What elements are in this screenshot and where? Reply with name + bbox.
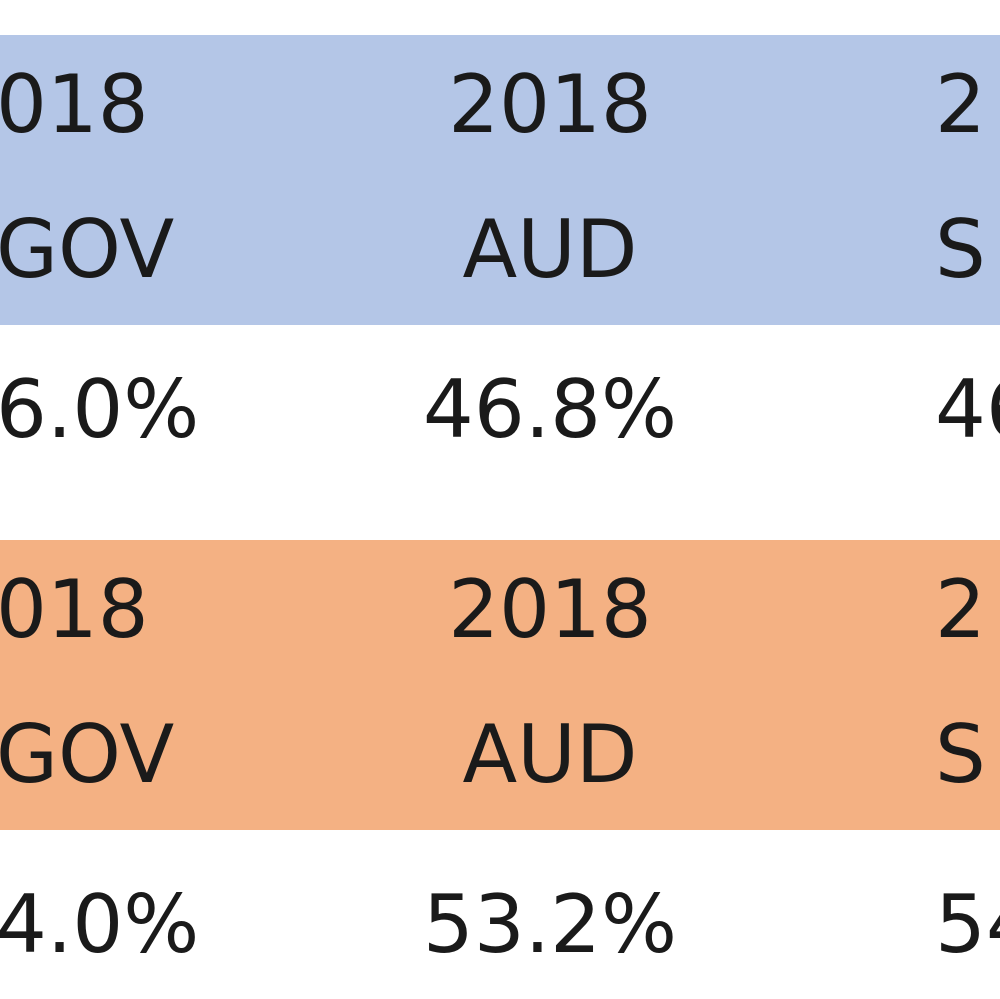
table-cell: 53.2% [422, 878, 678, 971]
header-band [0, 35, 1000, 325]
table-cell: 2 [935, 563, 986, 656]
table-cell: S [935, 708, 986, 801]
table-cell: 4.0% [0, 878, 200, 971]
table-cell: 46.8% [422, 363, 678, 456]
table-cell: 2018 [448, 563, 652, 656]
table-cell: 46 [935, 363, 1000, 456]
table-cell: 018 [0, 58, 149, 151]
table-cell: 2 [935, 58, 986, 151]
table-cell: 2018 [448, 58, 652, 151]
table-cell: AUD [462, 708, 638, 801]
table-cell: 6.0% [0, 363, 200, 456]
table-cell: GOV [0, 203, 175, 296]
header-band [0, 540, 1000, 830]
table-cell: 54 [935, 878, 1000, 971]
table-cell: 018 [0, 563, 149, 656]
table-cell: GOV [0, 708, 175, 801]
table-cell: S [935, 203, 986, 296]
table-cell: AUD [462, 203, 638, 296]
